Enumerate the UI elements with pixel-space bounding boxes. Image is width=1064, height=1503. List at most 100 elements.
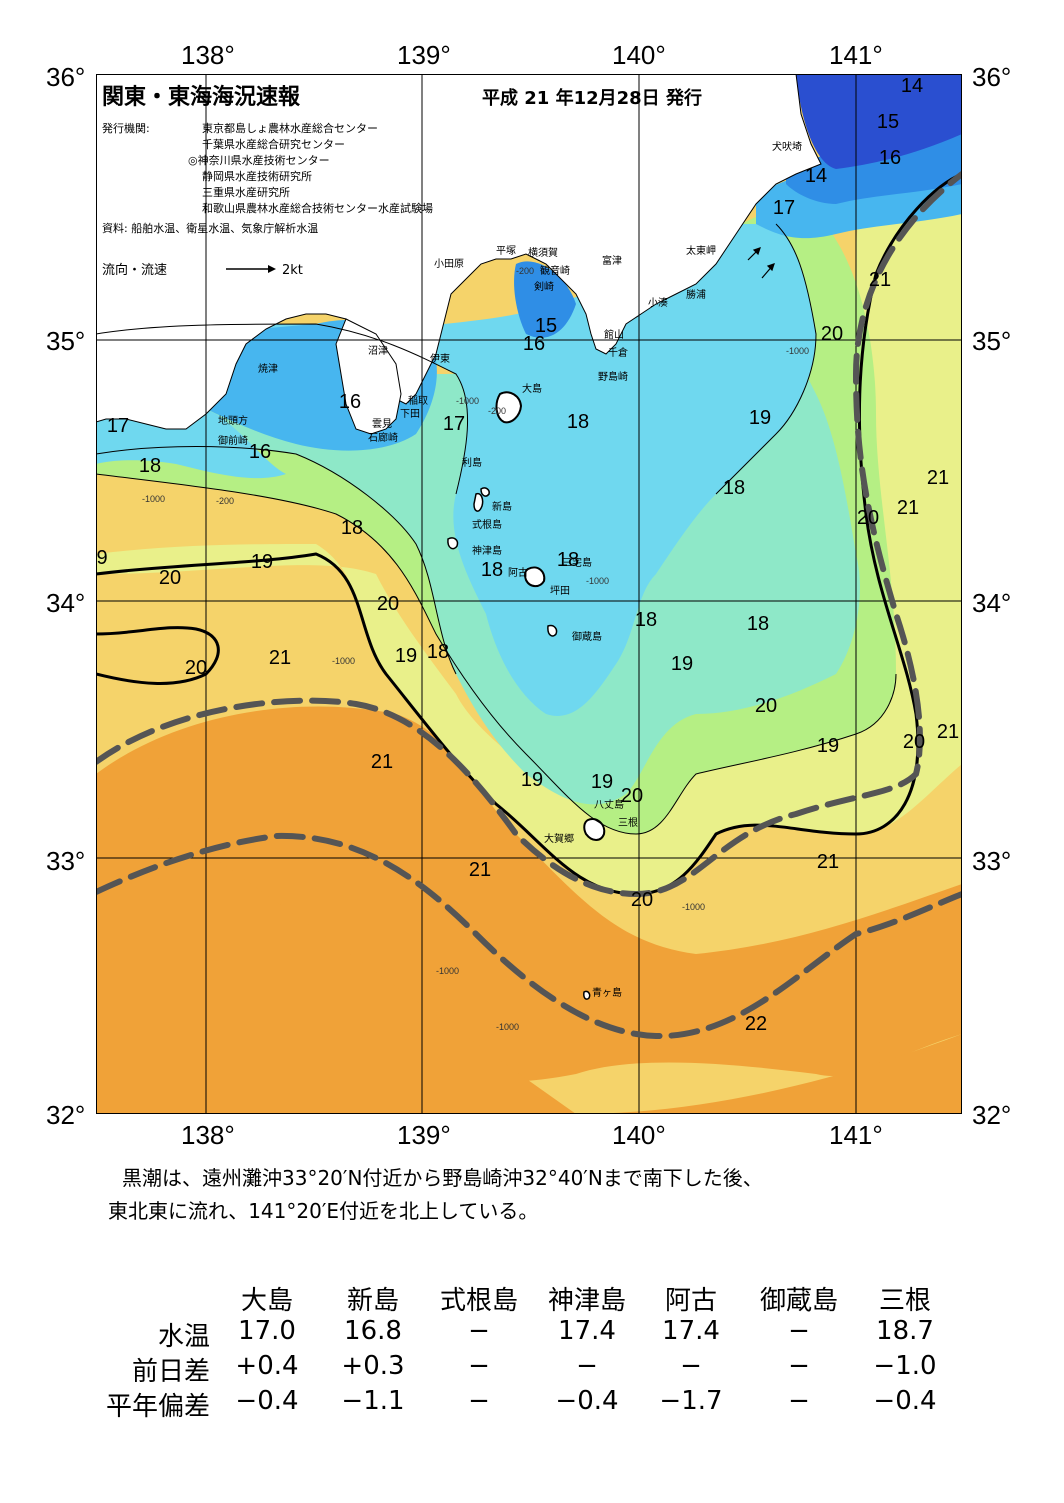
cell-anom-oshima: −0.4 (235, 1386, 299, 1416)
place-numazu: 沼津 (368, 344, 388, 357)
col-header-oshima: 大島 (240, 1286, 293, 1316)
cell-diff-mine: −1.0 (873, 1351, 937, 1381)
place-kominato: 小湊 (648, 296, 668, 309)
isotherm-label-19-c: 19 (395, 645, 417, 667)
place-nojimazaki: 野島崎 (598, 370, 628, 383)
isotherm-label-21-c: 21 (371, 751, 393, 773)
isotherm-label-20-g: 20 (631, 889, 653, 911)
isotherm-label-17-a: 17 (773, 197, 795, 219)
map-frame (96, 74, 962, 1114)
isotherm-label-21-b: 21 (937, 721, 959, 743)
depth-label-1000-a: -1000 (142, 494, 165, 504)
place-ito: 伊東 (430, 352, 450, 365)
depth-label-1000-d: -1000 (332, 656, 355, 666)
isotherm-label-18-e: 18 (557, 549, 579, 571)
cell-diff-oshima: +0.4 (235, 1351, 299, 1381)
land-izu (335, 318, 402, 435)
isotherm-label-20-c: 20 (185, 657, 207, 679)
island-aogashima (583, 990, 591, 1000)
place-miyakejima: 三宅島 (562, 556, 592, 569)
place-yokosuka: 横須賀 (528, 246, 558, 259)
col-header-shikinejima: 式根島 (439, 1286, 518, 1316)
place-irozaki: 石廊崎 (368, 431, 398, 444)
place-katsuura: 勝浦 (686, 288, 706, 301)
isotherm-label-21-d: 21 (469, 859, 491, 881)
isotherm-label-20-h: 20 (821, 323, 843, 345)
lat-label-35-right: 35° (972, 326, 1012, 356)
publisher-4: 静岡県水産技術研究所 (202, 169, 312, 183)
isotherm-label-20-d: 20 (755, 695, 777, 717)
col-header-mine: 三根 (878, 1286, 931, 1316)
place-tsurugizaki: 剣崎 (534, 280, 554, 293)
source-note: 資料: 船舶水温、衛星水温、気象庁解析水温 (102, 221, 318, 235)
island-toshima (480, 487, 490, 497)
lat-label-34-right: 34° (972, 588, 1012, 618)
place-taitomisaki: 太東岬 (686, 244, 716, 257)
isotherm-label-16-d: 16 (249, 441, 271, 463)
isotherm-label-20-b: 20 (377, 593, 399, 615)
cell-temp-oshima: 17.0 (238, 1316, 296, 1346)
depth-label-200-a: -200 (516, 266, 534, 276)
lon-label-140-top: 140° (612, 40, 666, 70)
map-title: 関東・東海海況速報 (102, 84, 301, 110)
summary-line-2: 東北東に流れ、141°20′E付近を北上している。 (108, 1199, 539, 1223)
isotherm-label-19-e: 19 (817, 735, 839, 757)
place-hiratsuka: 平塚 (496, 245, 516, 257)
isotherm-label-17-c: 17 (107, 415, 129, 437)
place-aogashima: 青ヶ島 (592, 986, 622, 999)
isotherm-label-15-a: 15 (877, 111, 899, 133)
isotherm-label-18-a: 18 (567, 411, 589, 433)
island-mikurajima (547, 624, 558, 637)
isotherm-label-17-b: 17 (443, 413, 465, 435)
lon-label-139-top: 139° (397, 40, 451, 70)
cell-anom-kozushima: −0.4 (555, 1386, 619, 1416)
isotherm-label-18-i: 18 (427, 641, 449, 663)
cell-diff-kozushima: − (576, 1351, 598, 1381)
lon-label-138-bottom: 138° (181, 1120, 235, 1150)
place-ako: 阿古 (508, 566, 528, 579)
island-kozushima (447, 537, 459, 550)
isotherm-20-west-loop (96, 626, 220, 685)
place-kumomi: 雲見 (372, 418, 392, 430)
cell-anom-mikurajima: − (788, 1386, 810, 1416)
isotherm-label-20-f: 20 (621, 785, 643, 807)
isotherm-label-21-h: 21 (897, 497, 919, 519)
island-niijima (473, 492, 484, 512)
place-hachijojima: 八丈島 (594, 798, 624, 811)
cell-diff-niijima: +0.3 (341, 1351, 405, 1381)
isotherm-label-22-a: 22 (745, 1013, 767, 1035)
kuroshio-summary: 黒潮は、遠州灘沖33°20′N付近から野島崎沖32°40′Nまで南下した後、 東… (108, 1162, 763, 1228)
depth-label-1000-f: -1000 (496, 1022, 519, 1032)
isotherm-label-14-a: 14 (901, 75, 923, 97)
lat-label-32-left: 32° (46, 1100, 86, 1130)
lat-label-32-right: 32° (972, 1100, 1012, 1130)
depth-label-1000-h: -1000 (586, 576, 609, 586)
zone-14 (796, 74, 962, 169)
zone-22b (96, 774, 962, 1114)
col-header-kozushima: 神津島 (547, 1286, 626, 1316)
depth-label-1000-e: -1000 (436, 966, 459, 976)
legend-speed: 2kt (282, 263, 303, 278)
cell-diff-ako: − (680, 1351, 702, 1381)
isotherm-label-21-e: 21 (817, 851, 839, 873)
legend-flow-label: 流向・流速 (102, 262, 167, 278)
place-odawara: 小田原 (434, 258, 464, 270)
lon-label-139-bottom: 139° (397, 1120, 451, 1150)
isotherm-label-18-d: 18 (341, 517, 363, 539)
cell-anom-ako: −1.7 (659, 1386, 723, 1416)
place-futtsu: 富津 (602, 254, 622, 267)
row-label-water-temp: 水温 (157, 1322, 210, 1352)
cell-anom-mine: −0.4 (873, 1386, 937, 1416)
place-shimoda: 下田 (400, 409, 420, 420)
issue-date: 平成 21 年12月28日 発行 (482, 87, 702, 109)
isotherm-label-20-a: 20 (159, 567, 181, 589)
isotherm-label-19-b: 19 (251, 551, 273, 573)
place-mine: 三根 (618, 816, 638, 829)
lat-label-35-left: 35° (46, 326, 86, 356)
depth-label-1000-b: -1000 (456, 396, 479, 406)
legend-arrowhead (268, 265, 276, 273)
place-toshima: 利島 (462, 456, 482, 469)
island-hachijojima (583, 818, 606, 841)
publisher-6: 和歌山県農林水産総合技術センター水産試験場 (202, 201, 433, 215)
lon-label-141-bottom: 141° (829, 1120, 883, 1150)
